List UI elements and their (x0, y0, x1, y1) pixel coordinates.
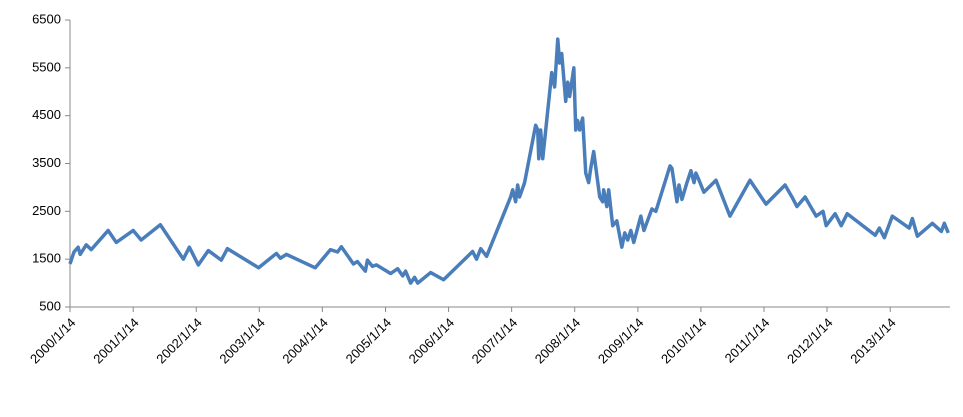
x-tick-label: 2001/1/14 (90, 315, 142, 367)
x-tick-label: 2003/1/14 (216, 315, 268, 367)
x-tick-label: 2013/1/14 (847, 315, 899, 367)
y-tick-label: 5500 (32, 59, 61, 74)
x-tick-label: 2000/1/14 (27, 315, 79, 367)
x-tick-label: 2005/1/14 (343, 315, 395, 367)
x-tick-label: 2010/1/14 (658, 315, 710, 367)
x-tick-label: 2004/1/14 (279, 315, 331, 367)
y-tick-label: 6500 (32, 11, 61, 26)
x-tick-label: 2011/1/14 (722, 315, 773, 366)
x-tick-label: 2007/1/14 (469, 315, 521, 367)
x-tick-label: 2012/1/14 (784, 315, 836, 367)
y-tick-label: 1500 (32, 251, 61, 266)
data-line (68, 37, 950, 285)
y-tick-label: 2500 (32, 203, 61, 218)
x-tick-label: 2009/1/14 (595, 315, 647, 367)
x-tick-label: 2006/1/14 (406, 315, 458, 367)
x-tick-label: 2008/1/14 (532, 315, 584, 367)
y-tick-label: 4500 (32, 107, 61, 122)
x-tick-label: 2002/1/14 (153, 315, 205, 367)
y-tick-label: 500 (39, 298, 61, 313)
y-tick-label: 3500 (32, 155, 61, 170)
